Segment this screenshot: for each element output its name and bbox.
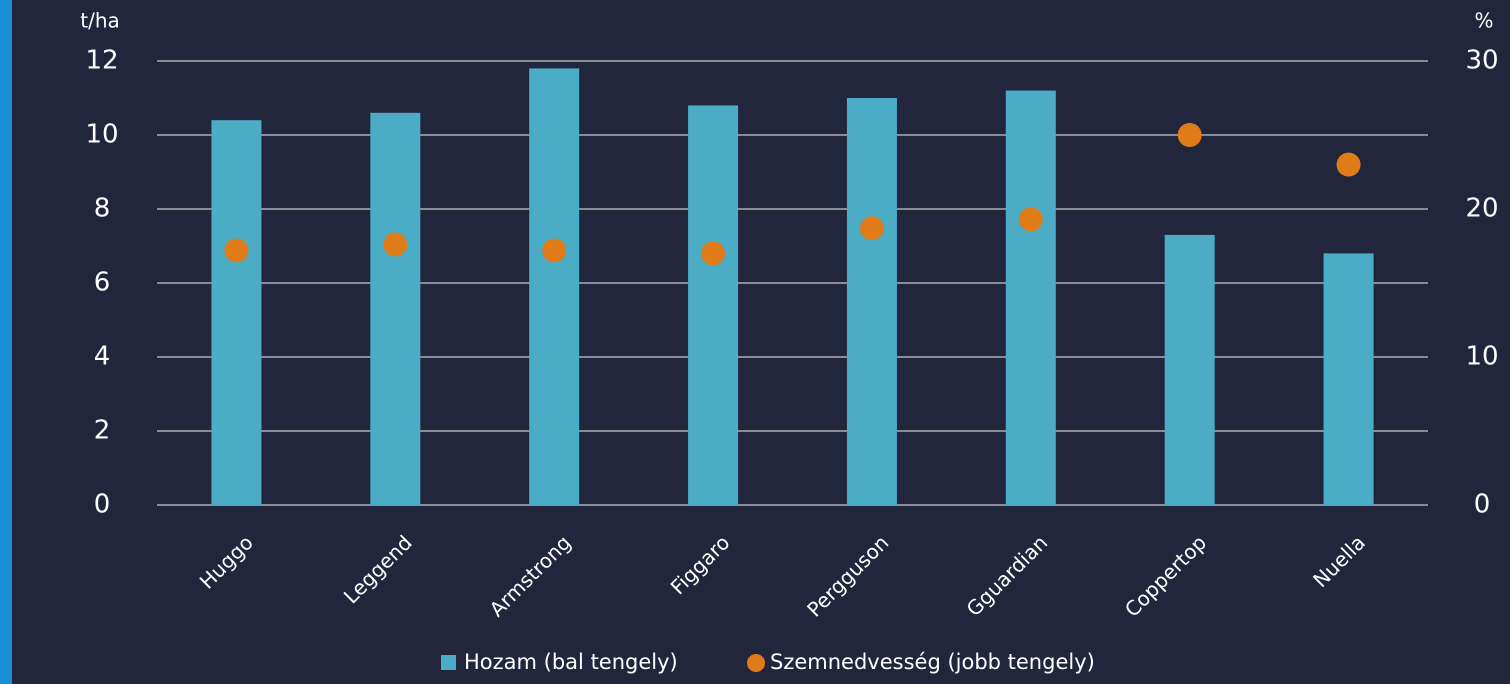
y2-tick-label: 30: [1465, 46, 1498, 76]
dot: [383, 232, 408, 257]
dot: [859, 216, 884, 241]
side-stripe: [0, 0, 12, 684]
x-tick-label: Armstrong: [485, 530, 576, 621]
x-tick-label: Huggo: [195, 530, 258, 593]
y-axis-label: t/ha: [80, 9, 120, 33]
bar: [1005, 90, 1056, 505]
y-tick-label: 10: [85, 120, 118, 150]
x-tick-label: Nuella: [1308, 530, 1370, 592]
y-tick-label: 12: [85, 46, 118, 76]
dot: [701, 241, 726, 266]
bar: [1164, 234, 1215, 505]
legend-marker: [747, 654, 765, 672]
y-tick-label: 2: [94, 416, 111, 446]
legend-marker: [441, 655, 456, 670]
y2-tick-label: 0: [1474, 490, 1491, 520]
legend-label: Hozam (bal tengely): [464, 650, 678, 674]
dot: [1336, 152, 1361, 177]
y2-tick-label: 10: [1465, 342, 1498, 372]
x-tick-label: Leggend: [339, 530, 417, 608]
x-tick-label: Coppertop: [1120, 530, 1211, 621]
x-tick-label: Gguardian: [962, 530, 1053, 621]
bar: [688, 105, 739, 506]
y2-tick-label: 20: [1465, 194, 1498, 224]
bar: [846, 98, 897, 505]
legend-label: Szemnedvesség (jobb tengely): [770, 650, 1095, 674]
dot: [224, 238, 249, 263]
y2-axis-label: %: [1474, 9, 1493, 33]
bar: [1323, 253, 1374, 505]
bar: [529, 68, 580, 506]
dot: [542, 238, 567, 263]
y-tick-label: 4: [94, 342, 111, 372]
y-tick-label: 8: [94, 194, 111, 224]
bar: [211, 120, 262, 505]
dot: [1018, 207, 1043, 232]
bar: [370, 112, 421, 506]
y-tick-label: 6: [94, 268, 111, 298]
y-tick-label: 0: [94, 490, 111, 520]
dot: [1177, 123, 1202, 147]
x-tick-label: Pergguson: [802, 530, 893, 621]
x-tick-label: Figgaro: [666, 530, 735, 599]
